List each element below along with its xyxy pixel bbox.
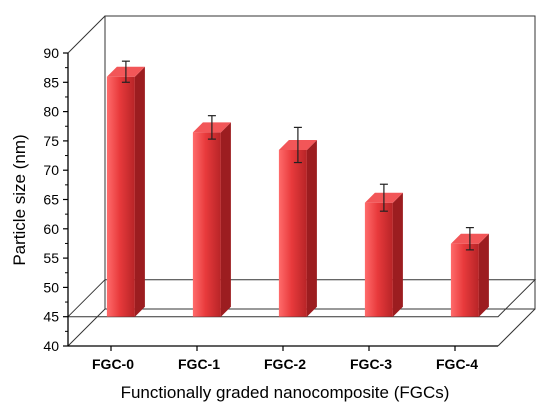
y-tick-label: 85 xyxy=(43,74,59,90)
bar-side xyxy=(392,192,403,317)
bar-front xyxy=(364,202,393,317)
y-tick-label: 50 xyxy=(43,279,59,295)
chart-frame xyxy=(66,15,537,347)
error-bar xyxy=(293,126,302,164)
bar-side xyxy=(134,66,145,317)
x-tick-label: FGC-1 xyxy=(178,356,220,372)
x-tick-label: FGC-0 xyxy=(92,356,134,372)
y-tick-label: 45 xyxy=(43,309,59,325)
bar-side xyxy=(220,122,231,317)
y-tick-label: 80 xyxy=(43,104,59,120)
bottom-left-edge xyxy=(67,308,106,347)
bar-front xyxy=(106,76,135,317)
x-tick-label: FGC-3 xyxy=(350,356,392,372)
x-tick-label: FGC-4 xyxy=(436,356,478,372)
y-tick-label: 75 xyxy=(43,133,59,149)
bar-front xyxy=(192,132,221,317)
bottom-right-edge xyxy=(497,308,536,347)
bars-group xyxy=(106,60,489,317)
bar-FGC-1 xyxy=(192,115,231,317)
bar-side xyxy=(478,233,489,317)
bar-side xyxy=(306,139,317,317)
bar-FGC-4 xyxy=(450,226,489,317)
top-left-edge xyxy=(67,15,106,54)
error-bar xyxy=(121,60,130,83)
bar-FGC-0 xyxy=(106,60,145,317)
y-tick-label: 40 xyxy=(43,338,59,354)
bar-front xyxy=(278,149,307,317)
back-wall xyxy=(104,15,536,310)
error-bar xyxy=(379,183,388,212)
x-tick-label: FGC-2 xyxy=(264,356,306,372)
y-tick-label: 55 xyxy=(43,250,59,266)
error-bar xyxy=(465,226,474,251)
floor-plane xyxy=(66,279,537,318)
y-tick-label: 65 xyxy=(43,192,59,208)
y-axis-title: Particle size (nm) xyxy=(10,134,29,265)
y-tick-label: 70 xyxy=(43,162,59,178)
axes-group: 40 45 50 55 60 65 70 75 80 85 90 FGC-0 FGC-1 FGC-2 FGC… xyxy=(43,45,498,372)
bar-front xyxy=(450,243,479,317)
y-tick-label: 60 xyxy=(43,221,59,237)
bar-FGC-2 xyxy=(278,126,317,317)
bar-FGC-3 xyxy=(364,183,403,317)
error-bar xyxy=(207,115,216,140)
x-axis-title: Functionally graded nanocomposite (FGCs) xyxy=(121,383,450,402)
y-tick-label: 90 xyxy=(43,45,59,61)
